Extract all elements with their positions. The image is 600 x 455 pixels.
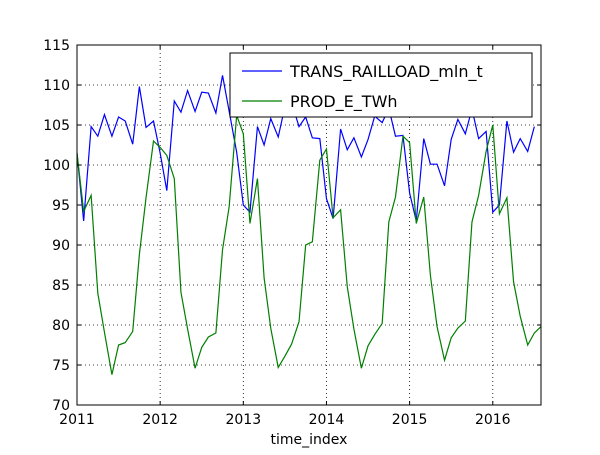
x-axis-label: time_index [271, 432, 348, 448]
legend-box [229, 52, 533, 118]
y-tick-label-9: 115 [43, 38, 70, 54]
axis-ticks: 2011 2012 2013 2014 2015 2016 70 75 80 85 90 95 100 1… [43, 38, 541, 428]
legend-label-1: PROD_E_TWh [290, 92, 398, 112]
x-tick-label-4: 2015 [392, 412, 428, 428]
series-line-1 [77, 115, 541, 375]
y-tick-label-0: 70 [52, 398, 70, 414]
y-tick-label-8: 110 [43, 78, 70, 94]
y-tick-label-2: 80 [52, 318, 70, 334]
y-tick-label-5: 95 [52, 198, 70, 214]
y-tick-label-6: 100 [43, 158, 70, 174]
plot-frame [76, 44, 542, 406]
y-tick-label-1: 75 [52, 358, 70, 374]
x-tick-label-5: 2016 [475, 412, 511, 428]
x-tick-label-0: 2011 [59, 412, 95, 428]
x-tick-label-3: 2014 [309, 412, 345, 428]
y-tick-label-4: 90 [52, 238, 70, 254]
legend-label-0: TRANS_RAILLOAD_mln_t [289, 62, 483, 82]
x-tick-label-2: 2013 [225, 412, 261, 428]
y-tick-label-7: 105 [43, 118, 70, 134]
x-tick-label-1: 2012 [142, 412, 178, 428]
y-tick-label-3: 85 [52, 278, 70, 294]
legend: TRANS_RAILLOAD_mln_t PROD_E_TWh [229, 52, 533, 118]
